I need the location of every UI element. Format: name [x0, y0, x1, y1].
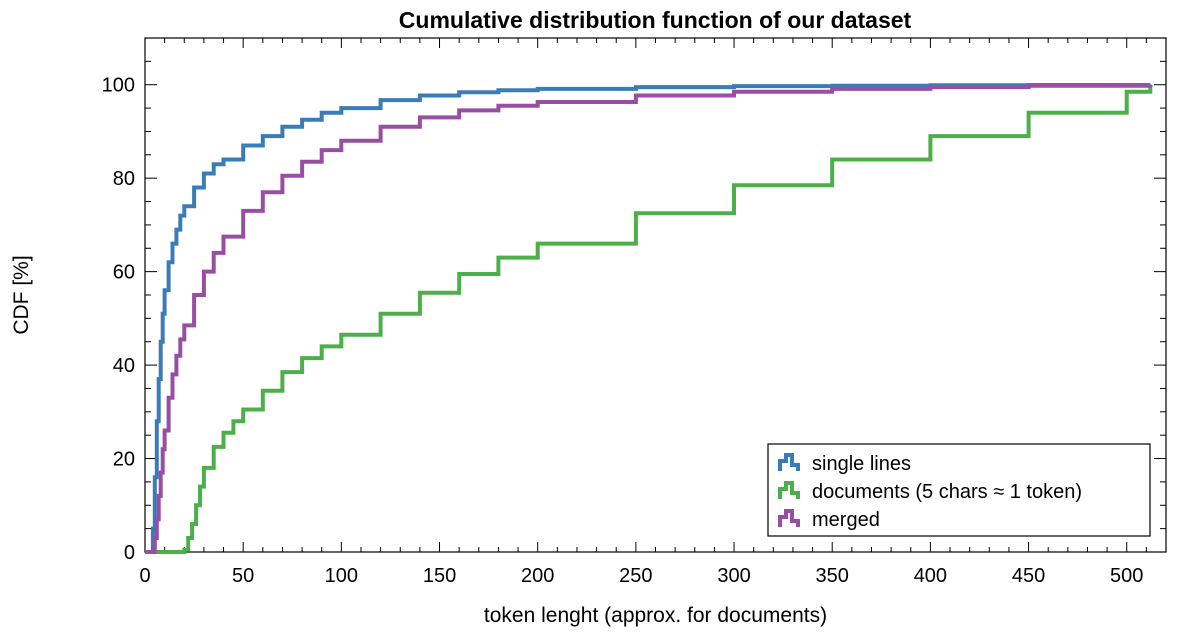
legend-swatch-merged — [778, 509, 800, 527]
y-tick-label: 100 — [102, 75, 135, 97]
x-tick-label: 0 — [139, 565, 150, 587]
x-tick-label: 50 — [232, 565, 254, 587]
y-tick-label: 80 — [113, 168, 135, 190]
x-tick-label: 150 — [423, 565, 456, 587]
legend-label-documents: documents (5 chars ≈ 1 token) — [812, 481, 1082, 503]
x-axis-label: token lenght (approx. for documents) — [484, 604, 827, 627]
y-tick-label: 60 — [113, 262, 135, 284]
chart-title: Cumulative distribution function of our … — [399, 7, 912, 33]
series-line-single — [145, 83, 1153, 554]
legend: single lines documents (5 chars ≈ 1 token… — [767, 443, 1151, 537]
y-tick-label: 20 — [113, 449, 135, 471]
x-tick-label: 400 — [914, 565, 947, 587]
legend-swatch-single — [778, 453, 800, 471]
x-tick-label: 100 — [325, 565, 358, 587]
legend-label-single: single lines — [812, 453, 911, 475]
x-tick-label: 450 — [1012, 565, 1045, 587]
legend-label-merged: merged — [812, 509, 880, 531]
x-tick-label: 350 — [816, 565, 849, 587]
x-tick-label: 250 — [619, 565, 652, 587]
x-tick-label: 200 — [521, 565, 554, 587]
y-axis-label: CDF [%] — [10, 255, 33, 334]
y-tick-label: 40 — [113, 355, 135, 377]
series-layer — [145, 83, 1153, 554]
x-tick-label: 300 — [717, 565, 750, 587]
legend-box — [767, 443, 1151, 537]
axis-ticks: 0 50 100 150 200 250 300 350 400 450 500 0 20 40 60 80 1… — [102, 37, 1167, 587]
y-tick-label: 0 — [124, 542, 135, 564]
series-line-documents — [145, 87, 1153, 554]
legend-swatch-documents — [778, 481, 800, 499]
series-line-merged — [145, 83, 1153, 554]
x-tick-label: 500 — [1110, 565, 1143, 587]
